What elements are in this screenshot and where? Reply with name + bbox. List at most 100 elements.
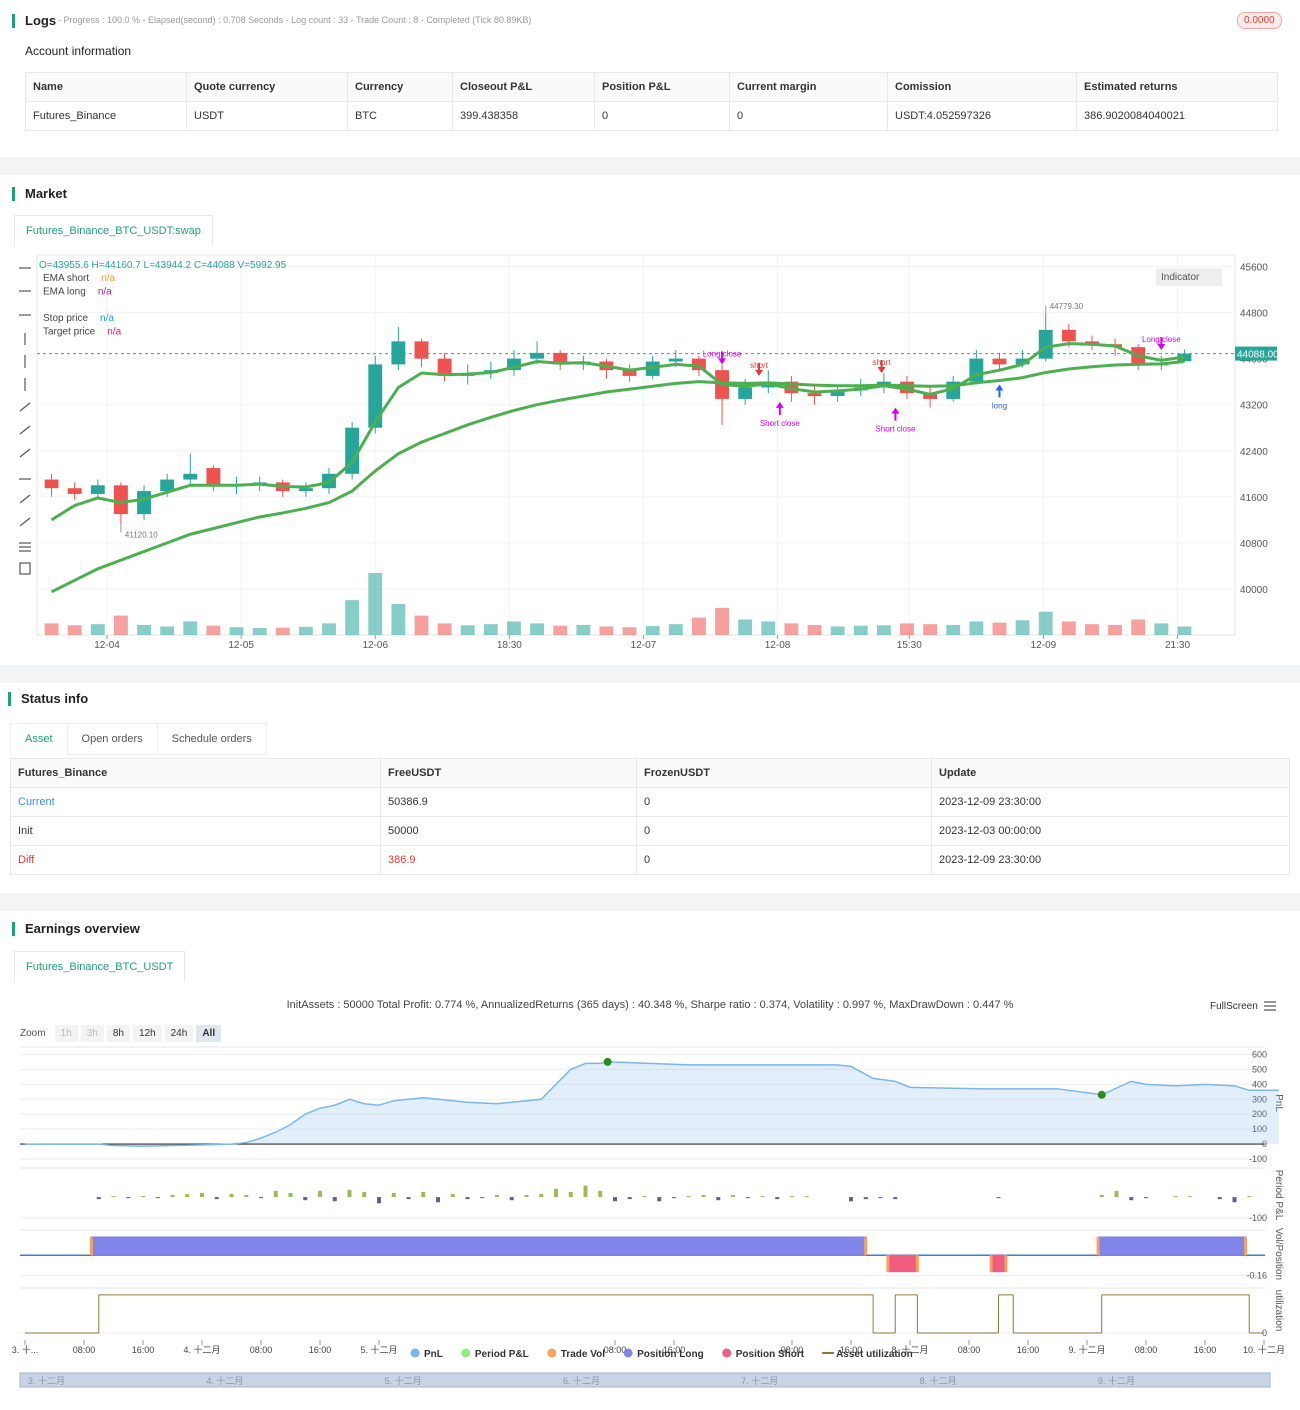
volume-bar [645, 626, 660, 635]
volume-bar [90, 624, 105, 635]
x-tick-label: 08:00 [604, 1345, 627, 1355]
candle-body [622, 370, 637, 376]
extreme-label: 41120.10 [125, 530, 158, 539]
volume-bar [460, 625, 475, 635]
trade-vol [89, 1236, 93, 1256]
period-bar [1232, 1197, 1237, 1203]
extreme-dot [1097, 1090, 1106, 1099]
cell: 0 [636, 816, 932, 846]
period-bar [657, 1197, 662, 1202]
period-bar [583, 1185, 588, 1198]
volume-bar [298, 626, 313, 635]
zoom-button[interactable]: 1h [54, 1025, 78, 1042]
x-tick-label: 12-04 [94, 640, 120, 651]
period-bar [495, 1195, 499, 1198]
period-bar [878, 1197, 883, 1199]
volume-bar [553, 625, 568, 635]
pnl-line [25, 1061, 1279, 1148]
x-tick-label: 3. 十... [12, 1344, 39, 1355]
zoom-button[interactable]: 8h [106, 1025, 130, 1042]
cell: Futures_Binance [25, 101, 187, 131]
period-bar [421, 1191, 426, 1198]
period-bar [362, 1191, 367, 1198]
period-bar [303, 1197, 308, 1201]
tab[interactable]: Schedule orders [156, 723, 267, 755]
period-bar [716, 1197, 721, 1201]
cell: 0 [636, 845, 932, 875]
y-tick-label: 40000 [1240, 585, 1268, 596]
trade-vol [989, 1255, 993, 1272]
signal-arrow [718, 351, 727, 365]
volume-bar [738, 619, 753, 635]
x-tick-label: 8. 十二月 [891, 1344, 928, 1355]
cell: 386.9 [380, 845, 637, 875]
zoom-button[interactable]: 12h [132, 1025, 162, 1042]
header-row: Name Quote currency Currency Closeout P&L Po… [25, 72, 1278, 102]
signal-arrow [755, 362, 764, 376]
candle-body [1061, 329, 1076, 342]
candle-body [738, 387, 753, 399]
y-tick-label: 44800 [1240, 309, 1268, 320]
x-tick-label: 4. 十二月 [183, 1344, 220, 1355]
status-title: Status info [8, 692, 88, 706]
period-bar [598, 1190, 603, 1198]
x-tick-label: 16:00 [132, 1345, 155, 1355]
market-tab[interactable]: Futures_Binance_BTC_USDT:swap [14, 215, 213, 246]
earnings-tab[interactable]: Futures_Binance_BTC_USDT [14, 951, 186, 982]
period-bar [731, 1195, 735, 1198]
volume-bar [183, 621, 198, 635]
y-tick-label: 100 [1252, 1124, 1267, 1134]
candle-body [530, 352, 545, 359]
period-bar [155, 1197, 160, 1199]
period-bar [332, 1197, 337, 1202]
signal-arrow [877, 360, 886, 374]
volume-bar [1154, 623, 1169, 635]
volume-bar [853, 625, 868, 635]
period-bar [790, 1196, 794, 1198]
ohlc-header: O=43955.6 H=44160.7 L=43944.2 C=44088 V=… [39, 260, 287, 271]
volume-bar [322, 623, 336, 635]
y-tick-label: -100 [1249, 1213, 1267, 1223]
navigator-label: 5. 十二月 [385, 1375, 422, 1386]
position-block [990, 1254, 1007, 1273]
zoom-button[interactable]: All [196, 1025, 222, 1042]
volume-bar [229, 627, 244, 635]
legend-item[interactable]: PnL [424, 1349, 443, 1360]
legend-value: n/a [100, 313, 114, 324]
legend-item[interactable]: Period P&L [475, 1349, 529, 1360]
indicator-button[interactable] [1156, 268, 1222, 286]
zoom-button[interactable]: 3h [80, 1025, 104, 1042]
period-bar [642, 1196, 647, 1198]
volume-bar [969, 621, 984, 635]
volume-bar [437, 623, 452, 635]
fullscreen[interactable]: FullScreen [1210, 1001, 1258, 1012]
y-tick-label: 0 [1262, 1328, 1267, 1338]
period-bar [893, 1197, 898, 1200]
period-bar [141, 1196, 145, 1198]
period-bar [1247, 1196, 1252, 1198]
legend-item[interactable]: Position Short [736, 1349, 805, 1360]
trade-vol [1004, 1255, 1008, 1272]
legend-symbol [461, 1348, 471, 1358]
candle-body [368, 364, 383, 428]
volume-bar [368, 573, 383, 635]
cell: USDT:4.052597326 [887, 101, 1077, 131]
ema-line [50, 342, 1185, 522]
candle-body [137, 491, 151, 515]
period-bar [627, 1197, 632, 1200]
candle-body [113, 485, 128, 515]
cell: 386.9020084040021 [1076, 101, 1278, 131]
signal-arrow [995, 384, 1004, 398]
period-bar [436, 1197, 440, 1203]
zoom-button[interactable]: 24h [164, 1025, 194, 1042]
legend-item[interactable]: Asset utilization [836, 1349, 913, 1360]
volume-bar [784, 623, 799, 635]
period-bar [96, 1197, 101, 1200]
logs-status: - Progress : 100.0 % - Elapsed(second) :… [58, 15, 532, 25]
y-tick-label: 200 [1252, 1109, 1267, 1119]
legend-item[interactable]: Trade Vol [561, 1349, 605, 1360]
navigator [19, 1372, 1271, 1388]
x-tick-label: 12-05 [228, 640, 254, 651]
legend-item[interactable]: Position Long [637, 1349, 704, 1360]
